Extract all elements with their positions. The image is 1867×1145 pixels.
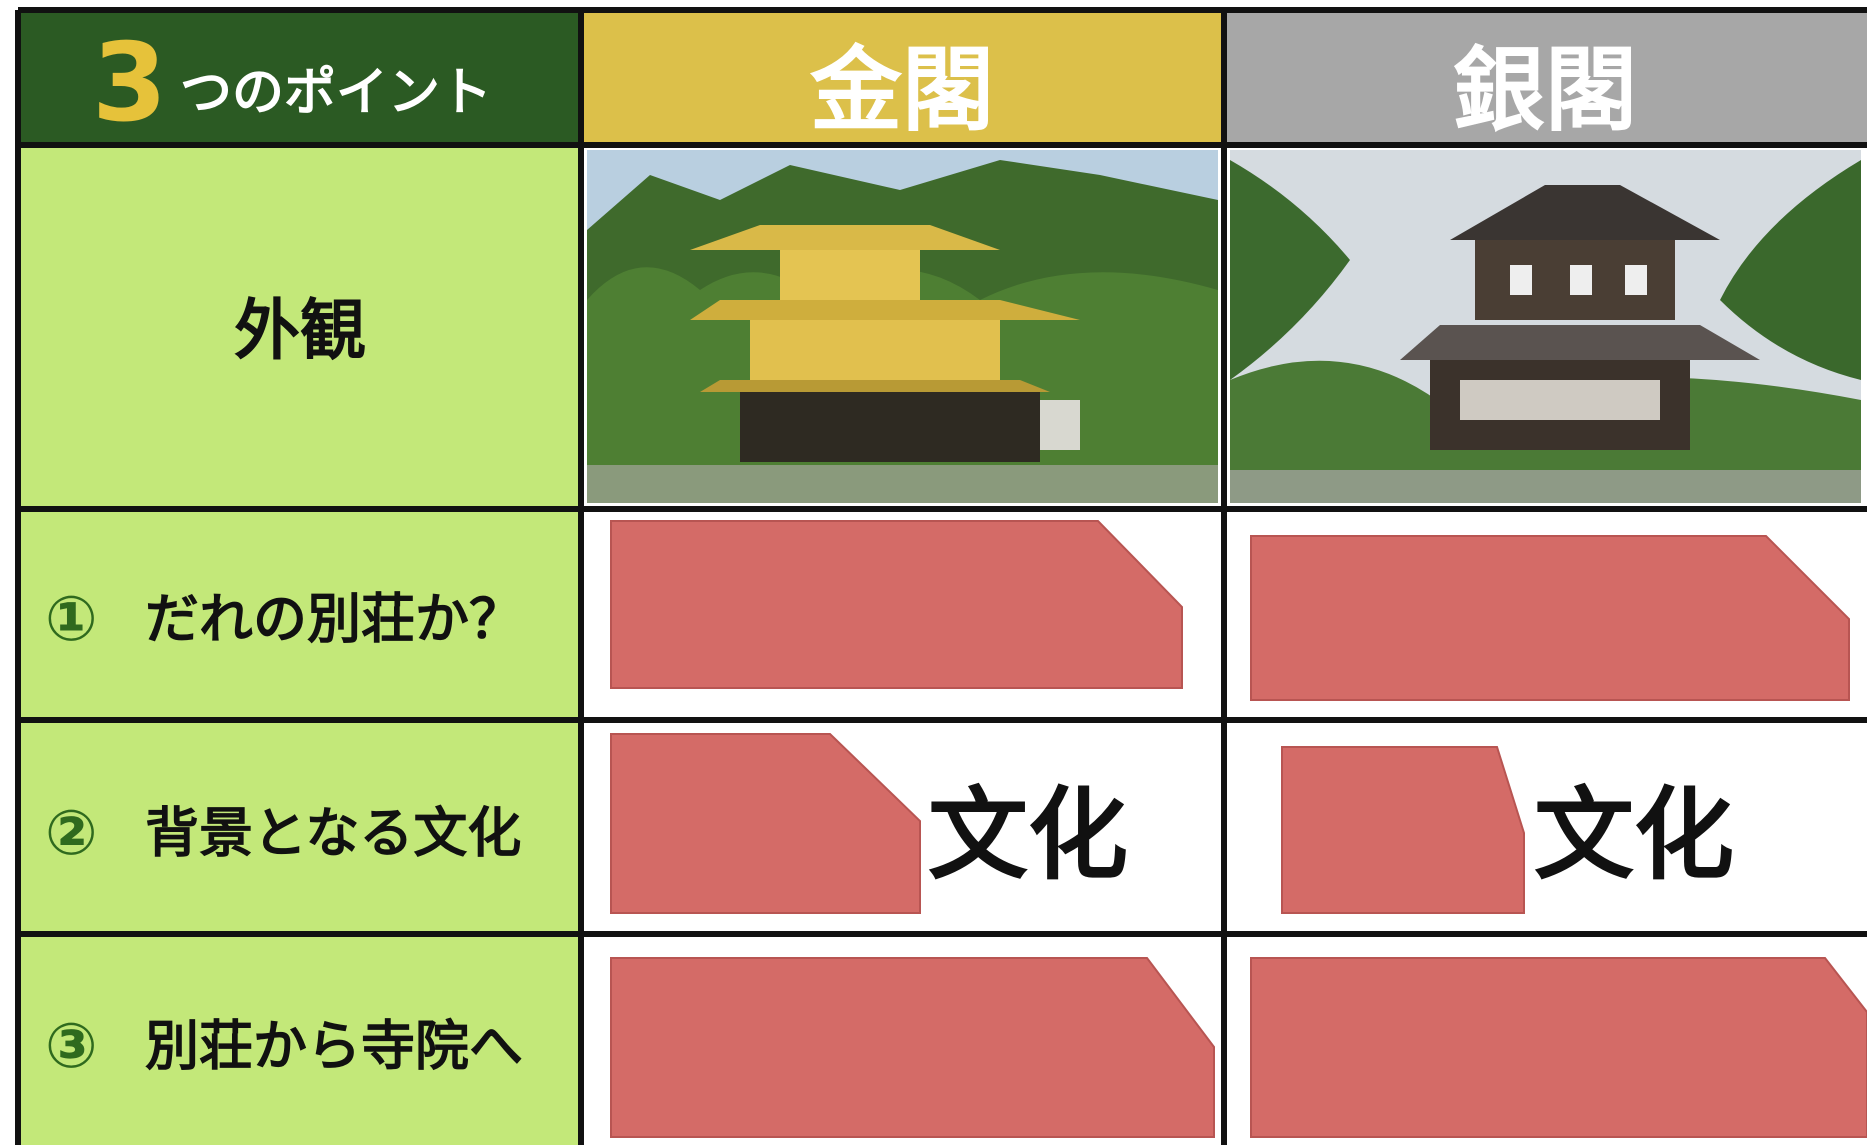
header-cell bbox=[18, 10, 581, 145]
table-borders bbox=[15, 7, 1867, 1145]
cell-text: 文化 bbox=[1534, 776, 1734, 893]
row-number: ② bbox=[45, 796, 98, 869]
row-number: ① bbox=[45, 582, 98, 655]
answer-cover[interactable] bbox=[610, 520, 1183, 689]
header-cell bbox=[1224, 10, 1867, 145]
answer-cover[interactable] bbox=[1281, 746, 1525, 914]
answer-cover[interactable] bbox=[1250, 535, 1850, 701]
row-label: 外観 bbox=[234, 292, 366, 369]
cell-text: 文化 bbox=[928, 776, 1128, 893]
title-text: つのポイント bbox=[180, 63, 492, 123]
row-number: ③ bbox=[45, 1009, 98, 1082]
column-header: 銀閣 bbox=[1453, 37, 1637, 144]
header-cell bbox=[581, 10, 1224, 145]
answer-cover[interactable] bbox=[610, 957, 1215, 1138]
row-label: 別荘から寺院へ bbox=[145, 1015, 523, 1078]
answer-cover[interactable] bbox=[610, 733, 921, 914]
label-column bbox=[18, 145, 581, 1145]
row-label: 背景となる文化 bbox=[145, 802, 521, 865]
row-label: だれの別荘か？ bbox=[145, 588, 523, 651]
title-number: 3 bbox=[92, 21, 167, 146]
kinkaku-photo bbox=[587, 150, 1218, 503]
column-header: 金閣 bbox=[809, 37, 994, 144]
answer-cover[interactable] bbox=[1250, 957, 1867, 1138]
ginkaku-photo bbox=[1230, 150, 1861, 503]
